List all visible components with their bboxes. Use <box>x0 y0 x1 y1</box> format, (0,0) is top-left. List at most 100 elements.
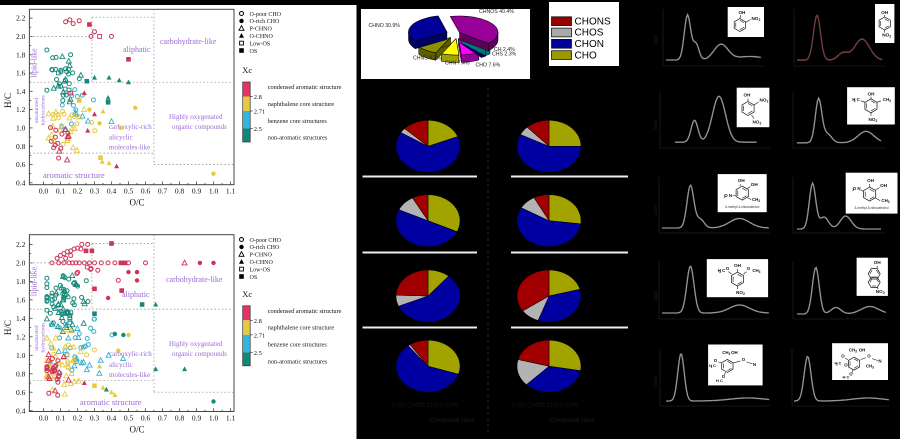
svg-text:OH: OH <box>744 93 752 98</box>
svg-text:0.2: 0.2 <box>73 414 83 423</box>
svg-text:1.4: 1.4 <box>16 87 26 96</box>
svg-text:0.9: 0.9 <box>192 414 202 423</box>
svg-text:O: O <box>722 374 726 379</box>
svg-text:2.71: 2.71 <box>254 109 265 116</box>
svg-text:O-rich CHO: O-rich CHO <box>250 245 280 251</box>
svg-text:0.5: 0.5 <box>124 414 134 423</box>
svg-text:Highly oxygenated: Highly oxygenated <box>169 113 223 121</box>
svg-text:OS: OS <box>250 49 258 55</box>
svg-text:OH: OH <box>874 260 882 265</box>
svg-text:2: 2 <box>758 18 760 22</box>
svg-text:2: 2 <box>767 100 769 104</box>
svg-text:O: O <box>849 372 853 377</box>
svg-text:O: O <box>841 354 845 359</box>
svg-text:0.7: 0.7 <box>158 414 168 423</box>
svg-text:2.8: 2.8 <box>254 94 262 101</box>
svg-text:organic compounds: organic compounds <box>172 123 227 131</box>
svg-text:NO: NO <box>876 289 883 294</box>
svg-text:3: 3 <box>711 365 713 369</box>
svg-text:OH: OH <box>751 182 759 187</box>
svg-text:1.8: 1.8 <box>16 277 26 286</box>
svg-text:2x10: 2x10 <box>653 377 658 387</box>
svg-text:CHONS: CHONS <box>575 16 611 27</box>
svg-text:1.0: 1.0 <box>209 414 219 423</box>
svg-text:1.1: 1.1 <box>226 187 236 196</box>
svg-text:2x10: 2x10 <box>653 120 658 130</box>
svg-text:2.0: 2.0 <box>16 259 26 268</box>
svg-text:OH: OH <box>867 178 875 183</box>
svg-text:Xc: Xc <box>242 65 252 75</box>
svg-text:aliphatic: aliphatic <box>123 45 151 54</box>
svg-text:1.2: 1.2 <box>16 332 26 341</box>
svg-text:2.2: 2.2 <box>16 240 26 249</box>
svg-text:0.8: 0.8 <box>16 142 26 151</box>
svg-text:2.5: 2.5 <box>254 126 262 133</box>
svg-text:O/C: O/C <box>129 425 144 435</box>
svg-text:0.4: 0.4 <box>16 406 26 415</box>
svg-text:Compound class: Compound class <box>430 418 475 424</box>
svg-text:H/C: H/C <box>3 320 13 335</box>
svg-text:hydrocarbons: hydrocarbons <box>41 95 47 125</box>
svg-text:lipid-like: lipid-like <box>30 266 39 296</box>
svg-text:P-CHNO: P-CHNO <box>250 253 273 259</box>
svg-text:1.0: 1.0 <box>209 187 219 196</box>
svg-text:1.1: 1.1 <box>226 414 236 423</box>
svg-text:H C: H C <box>716 378 723 383</box>
svg-text:OH: OH <box>868 91 876 96</box>
svg-text:carboxylic-rich: carboxylic-rich <box>109 123 152 131</box>
svg-text:aromatic structure: aromatic structure <box>80 397 142 407</box>
svg-text:0.9: 0.9 <box>192 187 202 196</box>
svg-text:lipid-like: lipid-like <box>30 48 39 78</box>
svg-text:carbohydrate-like: carbohydrate-like <box>160 37 217 46</box>
svg-text:0.5: 0.5 <box>124 187 134 196</box>
svg-text:benzene core structures: benzene core structures <box>268 342 328 349</box>
svg-text:2: 2 <box>889 35 891 39</box>
svg-text:benzene core structures: benzene core structures <box>268 118 328 125</box>
svg-text:CHNOS 40.4%: CHNOS 40.4% <box>479 9 514 15</box>
svg-text:2: 2 <box>760 122 762 126</box>
svg-text:2.2: 2.2 <box>16 14 26 23</box>
svg-text:3: 3 <box>888 200 890 204</box>
svg-text:CH: CH <box>881 198 887 203</box>
svg-text:Low-OS: Low-OS <box>250 267 271 273</box>
svg-text:N: N <box>753 362 756 367</box>
svg-text:O: O <box>844 363 848 368</box>
svg-text:1.6: 1.6 <box>16 69 26 78</box>
svg-text:0.8: 0.8 <box>175 187 185 196</box>
svg-text:0.8: 0.8 <box>175 414 185 423</box>
svg-text:2: 2 <box>883 291 885 295</box>
svg-text:O N: O N <box>724 193 732 198</box>
svg-text:H C: H C <box>709 363 716 368</box>
svg-text:carbohydrate-like: carbohydrate-like <box>166 275 223 284</box>
svg-text:2: 2 <box>724 195 726 199</box>
svg-text:0.4: 0.4 <box>107 414 117 423</box>
svg-text:CHN 7.4%: CHN 7.4% <box>445 61 470 67</box>
svg-text:2: 2 <box>876 119 878 123</box>
svg-text:NO: NO <box>882 33 889 38</box>
svg-text:0.4: 0.4 <box>107 187 117 196</box>
svg-text:1.4: 1.4 <box>16 314 26 323</box>
svg-text:3: 3 <box>729 352 731 356</box>
svg-text:0.7: 0.7 <box>158 187 168 196</box>
svg-text:Xc: Xc <box>242 289 252 299</box>
svg-text:Highly oxygenated: Highly oxygenated <box>169 340 223 348</box>
svg-text:H C: H C <box>843 375 850 380</box>
svg-text:0.2: 0.2 <box>73 187 83 196</box>
svg-text:5-methyl-4-nitrocatechol: 5-methyl-4-nitrocatechol <box>725 205 759 209</box>
svg-text:aromatic structure: aromatic structure <box>43 170 105 180</box>
svg-text:0.4: 0.4 <box>16 178 26 187</box>
svg-text:O/C: O/C <box>129 198 144 208</box>
svg-text:NO: NO <box>736 290 743 295</box>
svg-text:NO: NO <box>869 117 876 122</box>
svg-text:condensed aromatic structure: condensed aromatic structure <box>268 84 342 91</box>
svg-text:naphthalene core structure: naphthalene core structure <box>268 101 335 108</box>
svg-text:OH: OH <box>880 183 888 188</box>
svg-text:0.1: 0.1 <box>56 414 66 423</box>
svg-text:O N: O N <box>853 186 861 191</box>
svg-text:CH: CH <box>722 350 728 355</box>
svg-text:unsaturated: unsaturated <box>34 325 40 351</box>
svg-text:2.71: 2.71 <box>254 332 265 339</box>
svg-text:OH: OH <box>731 350 738 355</box>
svg-text:1.2: 1.2 <box>16 105 26 114</box>
svg-text:alicyclic: alicyclic <box>109 133 133 141</box>
